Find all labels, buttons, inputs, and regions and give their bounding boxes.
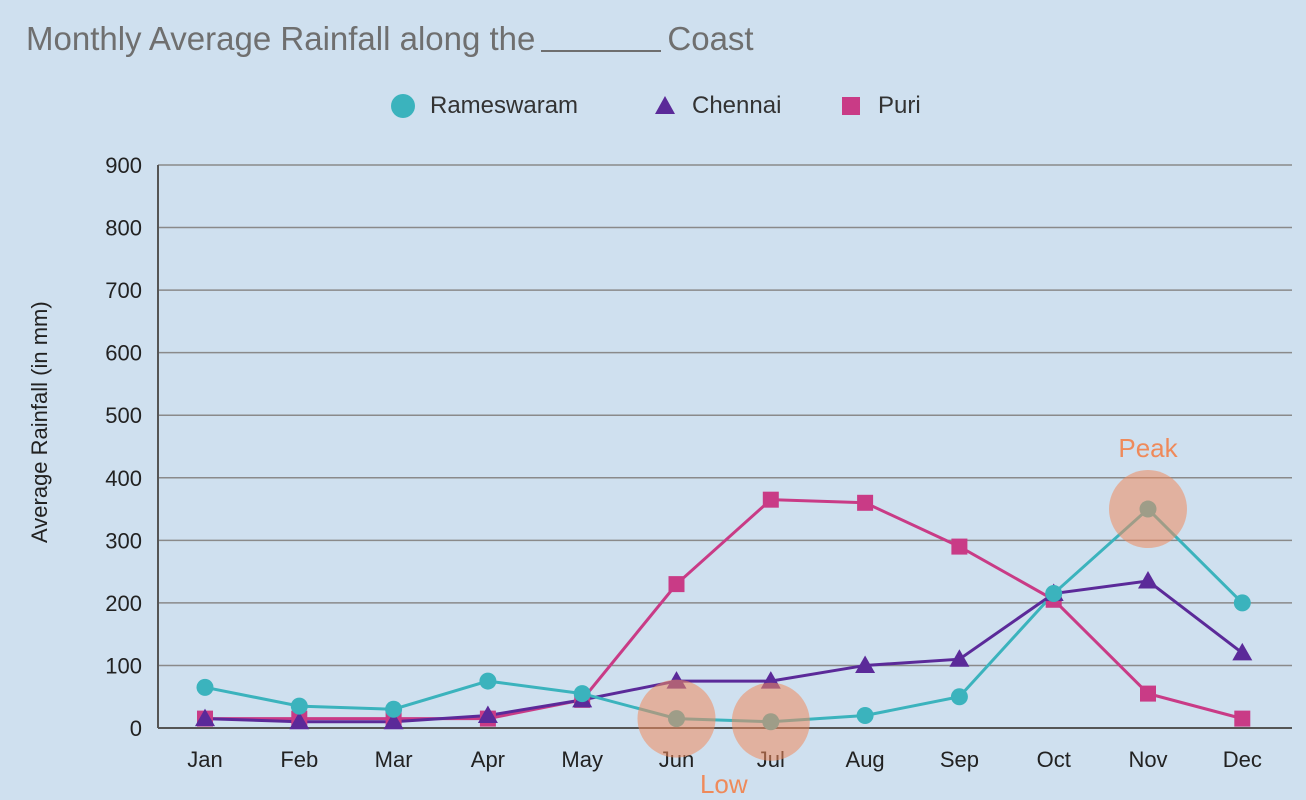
data-point-rameswaram (196, 678, 214, 696)
y-tick-label: 300 (105, 528, 142, 553)
data-point-rameswaram (950, 688, 968, 706)
y-tick-label: 200 (105, 591, 142, 616)
data-point-chennai (383, 711, 404, 730)
data-point-chennai (477, 705, 498, 723)
x-tick-label: Apr (471, 747, 505, 772)
legend-item-rameswaram: Rameswaram (390, 86, 578, 126)
legend-item-chennai: Chennai (652, 86, 781, 126)
x-tick-label: Sep (940, 747, 979, 772)
highlight-circle (637, 679, 716, 758)
legend-label: Puri (878, 92, 921, 119)
y-axis-label: Average Rainfall (in mm) (27, 301, 52, 543)
y-tick-label: 900 (105, 153, 142, 178)
x-tick-label: Dec (1223, 747, 1262, 772)
legend-item-puri: Puri (838, 86, 921, 126)
legend-marker-triangle (655, 96, 675, 114)
data-point-rameswaram (290, 697, 308, 715)
data-point-chennai (1232, 642, 1253, 661)
x-tick-label: Jan (187, 747, 222, 772)
data-point-rameswaram (573, 685, 591, 703)
data-point-puri (1140, 685, 1156, 702)
y-tick-label: 400 (105, 466, 142, 491)
legend-label: Rameswaram (430, 92, 579, 119)
x-tick-label: Aug (846, 747, 885, 772)
y-tick-label: 600 (105, 341, 142, 366)
title-after: Coast (667, 20, 754, 57)
x-tick-label: Mar (375, 747, 413, 772)
y-tick-label: 500 (105, 403, 142, 428)
data-point-chennai (949, 649, 970, 667)
y-tick-label: 0 (130, 716, 142, 741)
title-before: Monthly Average Rainfall along the (26, 20, 536, 57)
y-tick-label: 700 (105, 278, 142, 303)
data-point-rameswaram (385, 700, 403, 718)
x-tick-label: Nov (1128, 747, 1167, 772)
title-blank (541, 50, 662, 52)
series-line-rameswaram (204, 506, 1244, 724)
legend: Rameswaram Chennai Puri (0, 86, 1306, 126)
data-point-puri (668, 576, 685, 593)
data-point-rameswaram (856, 706, 874, 724)
x-tick-label: Oct (1037, 747, 1071, 772)
chart-title: Monthly Average Rainfall along the Coast (26, 20, 754, 58)
legend-label: Chennai (692, 92, 782, 119)
data-point-rameswaram (1233, 594, 1251, 612)
highlight-circle (1109, 470, 1187, 549)
series-line-chennai (204, 579, 1244, 724)
data-point-chennai (855, 655, 876, 673)
data-point-puri (951, 538, 968, 555)
data-point-chennai (195, 708, 215, 727)
series-line-puri (205, 498, 1243, 721)
legend-marker-circle (391, 94, 415, 118)
y-tick-label: 100 (105, 653, 142, 678)
x-tick-label: Feb (280, 747, 318, 772)
data-point-puri (857, 494, 874, 511)
data-point-puri (762, 491, 779, 508)
highlight-circle (731, 682, 810, 761)
annotation-label: Peak (1118, 433, 1178, 463)
legend-marker-square (842, 97, 860, 115)
data-point-chennai (1138, 570, 1158, 589)
annotation-label: Low (700, 769, 748, 799)
data-point-rameswaram (1045, 585, 1063, 603)
x-tick-label: May (561, 747, 603, 772)
data-point-rameswaram (479, 672, 497, 690)
data-point-puri (1234, 710, 1251, 727)
y-tick-label: 800 (105, 216, 142, 241)
data-point-chennai (289, 711, 310, 730)
